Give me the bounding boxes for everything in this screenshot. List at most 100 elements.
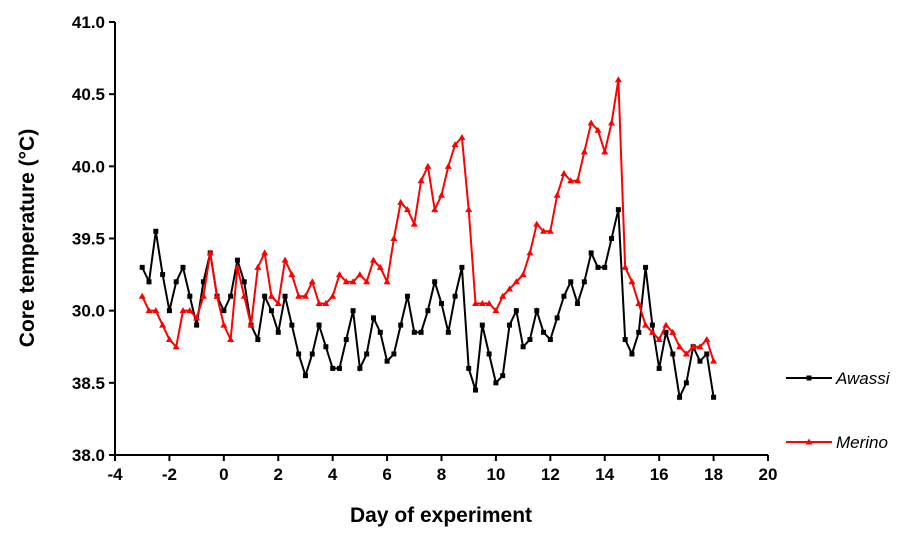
- data-point: [315, 299, 323, 306]
- data-point: [595, 264, 601, 270]
- data-point: [629, 351, 635, 357]
- data-point: [527, 337, 533, 343]
- data-point: [458, 133, 466, 140]
- data-point: [139, 264, 145, 270]
- data-point: [376, 263, 384, 270]
- x-axis-label: Day of experiment: [350, 504, 532, 527]
- data-point: [669, 328, 677, 335]
- data-point: [301, 292, 309, 299]
- data-point: [622, 337, 628, 343]
- data-point: [615, 207, 621, 213]
- data-point: [683, 380, 689, 386]
- data-point: [316, 322, 322, 328]
- data-point: [689, 343, 697, 350]
- data-point: [234, 257, 240, 263]
- data-point: [397, 198, 405, 205]
- data-point: [343, 337, 349, 343]
- data-point: [621, 263, 629, 270]
- data-point: [431, 206, 439, 213]
- data-point: [452, 293, 458, 299]
- data-point: [526, 249, 534, 256]
- data-point: [268, 308, 274, 314]
- data-point: [649, 322, 655, 328]
- data-point: [601, 148, 609, 155]
- data-point: [370, 315, 376, 321]
- data-point: [696, 343, 704, 350]
- data-point: [656, 365, 662, 371]
- data-point: [200, 279, 206, 285]
- data-point: [322, 299, 330, 306]
- data-point: [547, 337, 553, 343]
- data-point: [274, 299, 282, 306]
- x-tick-label: 20: [759, 465, 778, 484]
- data-point: [166, 308, 172, 314]
- data-point: [329, 292, 337, 299]
- data-point: [323, 344, 329, 350]
- data-point: [336, 365, 342, 371]
- data-point: [663, 329, 669, 335]
- data-point: [493, 380, 499, 386]
- x-tick-label: 12: [541, 465, 560, 484]
- data-point: [670, 351, 676, 357]
- data-point: [655, 336, 663, 343]
- data-point: [383, 278, 391, 285]
- data-point: [384, 358, 390, 364]
- data-point: [418, 329, 424, 335]
- data-point: [438, 191, 445, 198]
- data-point: [262, 293, 268, 299]
- data-point: [479, 322, 485, 328]
- data-point: [567, 177, 575, 184]
- data-point: [636, 329, 642, 335]
- y-tick-label: 38.0: [72, 446, 105, 465]
- data-point: [228, 293, 234, 299]
- data-point: [146, 279, 152, 285]
- data-point: [648, 328, 656, 335]
- data-point: [309, 351, 315, 357]
- data-point: [356, 271, 364, 278]
- data-point: [179, 307, 187, 314]
- y-tick-label: 39.5: [72, 230, 105, 249]
- data-point: [472, 299, 480, 306]
- legend-label: Merino: [836, 433, 888, 452]
- data-point: [363, 278, 371, 285]
- data-point: [390, 235, 398, 241]
- legend-marker: [805, 438, 813, 445]
- data-point: [357, 365, 363, 371]
- data-point: [711, 394, 717, 400]
- y-tick-label: 38.5: [72, 374, 105, 393]
- data-point: [594, 126, 602, 133]
- data-point: [350, 308, 356, 314]
- data-point: [254, 263, 262, 270]
- data-point: [466, 365, 472, 371]
- data-point: [282, 293, 288, 299]
- data-point: [153, 228, 159, 234]
- data-point: [233, 263, 241, 270]
- data-point: [404, 293, 410, 299]
- x-tick-label: 18: [704, 465, 723, 484]
- data-point: [512, 278, 520, 285]
- y-tick-label: 41.0: [72, 13, 105, 32]
- series-line: [141, 209, 715, 401]
- data-point: [220, 321, 228, 328]
- data-point: [194, 322, 200, 328]
- x-tick-label: -2: [162, 465, 177, 484]
- y-tick-label: 40.5: [72, 85, 105, 104]
- data-point: [533, 220, 541, 227]
- data-point: [500, 373, 506, 379]
- data-point: [676, 343, 684, 350]
- data-point: [145, 307, 153, 314]
- data-point: [173, 279, 179, 285]
- data-point: [553, 191, 561, 198]
- data-point: [697, 358, 703, 364]
- data-point: [342, 278, 350, 285]
- data-point: [541, 329, 547, 335]
- data-point: [160, 272, 166, 278]
- data-point: [403, 206, 411, 213]
- data-point: [267, 292, 275, 299]
- data-point: [364, 351, 370, 357]
- data-point: [540, 227, 548, 234]
- data-point: [308, 278, 316, 285]
- data-point: [520, 344, 526, 350]
- data-point: [288, 271, 296, 278]
